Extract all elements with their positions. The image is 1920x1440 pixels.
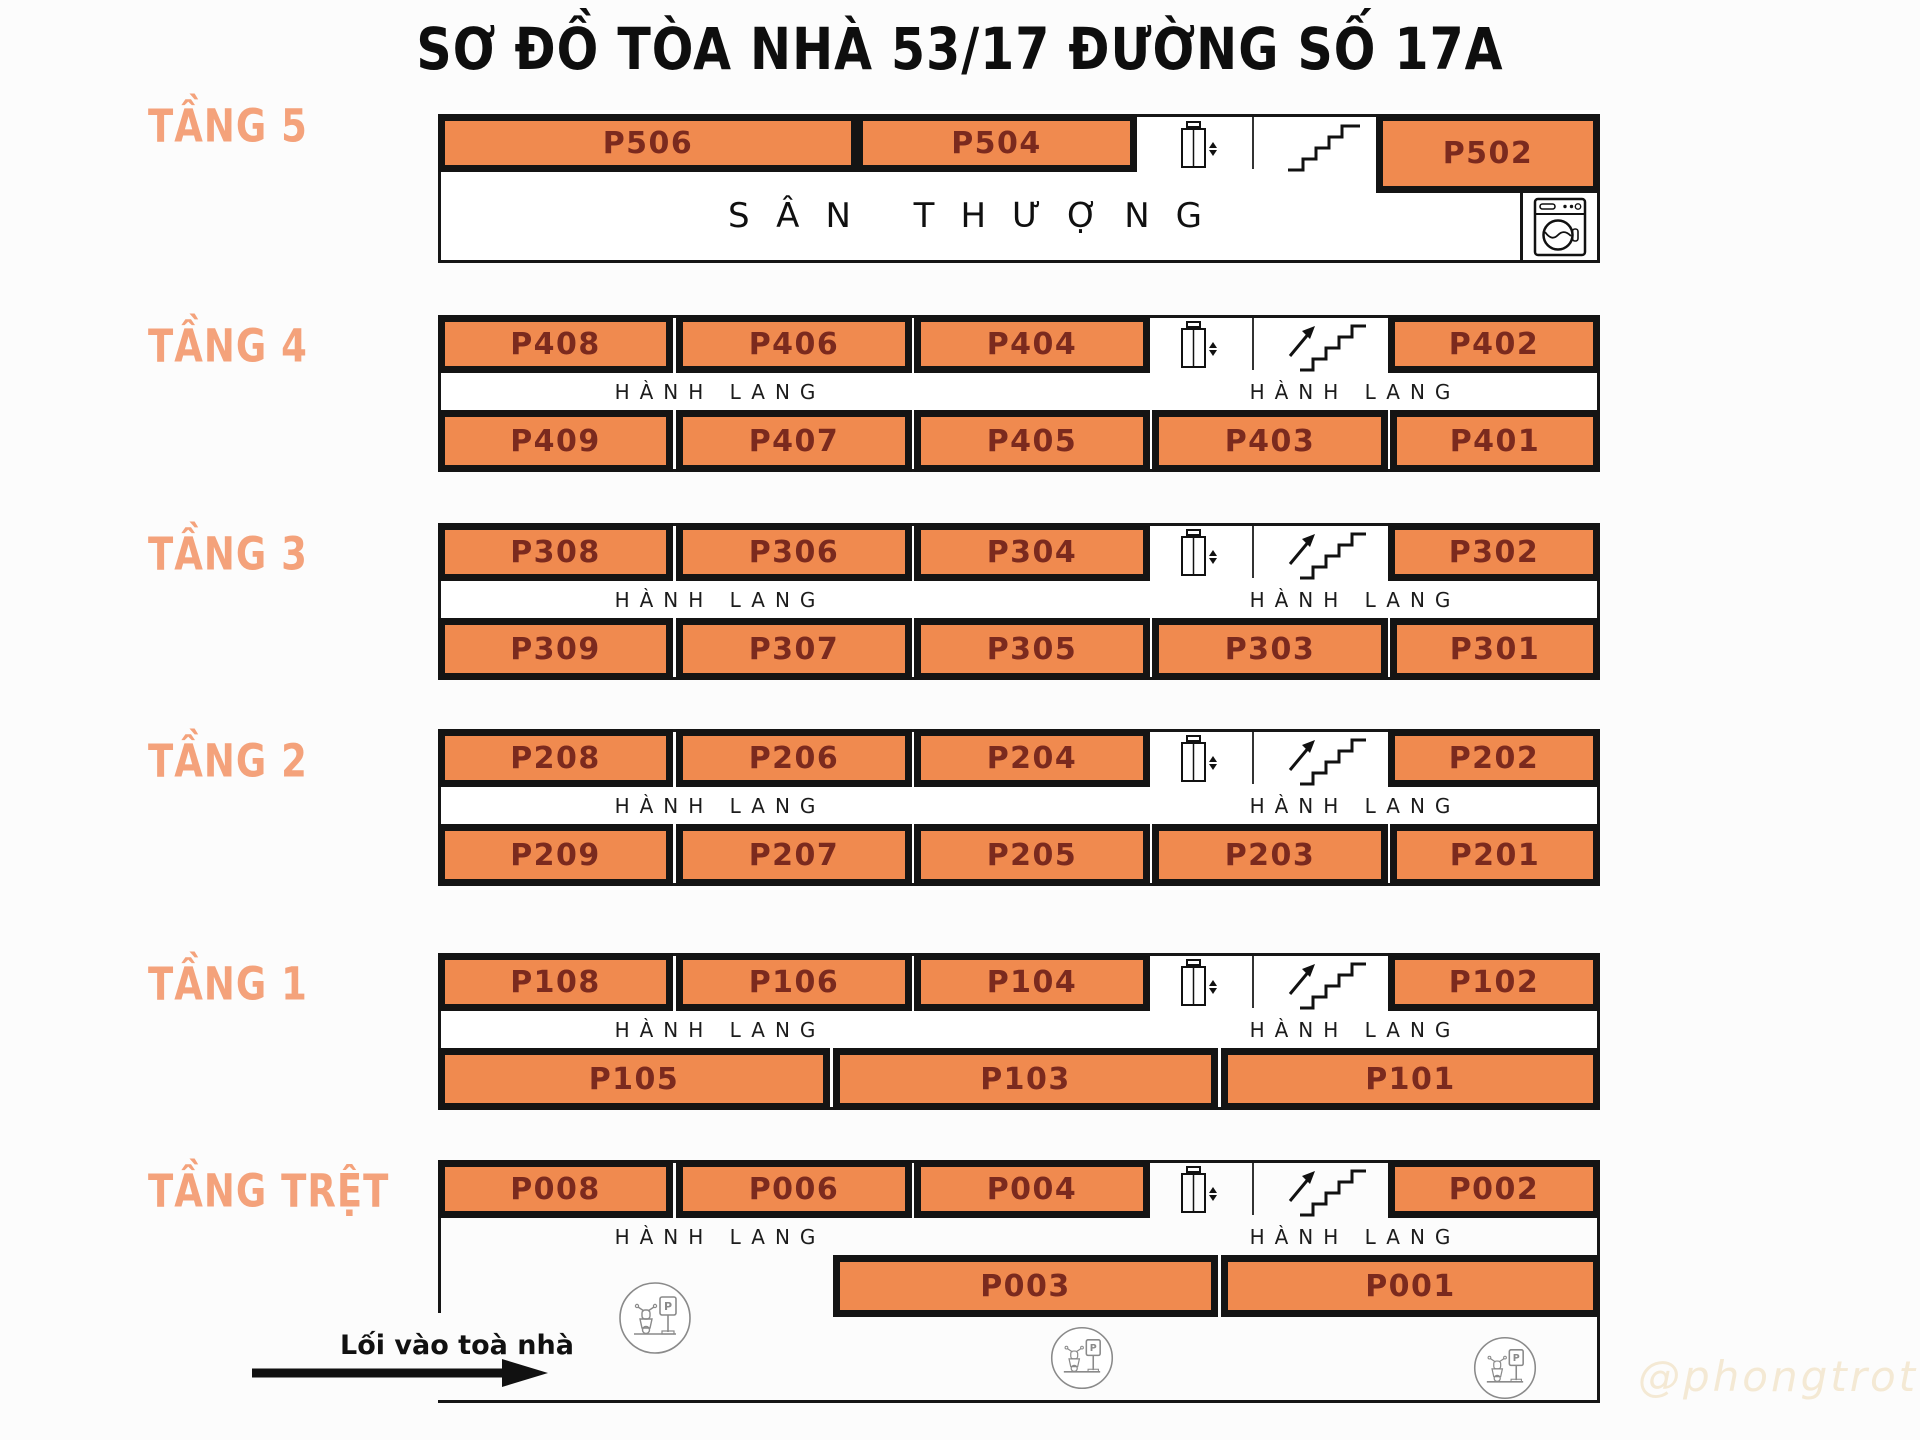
ground-floor-bottom-wall [438, 1400, 1600, 1403]
room-p202: P202 [1388, 729, 1600, 787]
room-p307: P307 [676, 618, 912, 680]
corridor-label: HÀNH LANG [1249, 1017, 1461, 1042]
motorbike-parking-icon: P [618, 1281, 692, 1355]
svg-text:P: P [664, 1300, 672, 1313]
corridor-label: HÀNH LANG [1249, 1224, 1461, 1249]
stairs-up-icon [1282, 956, 1368, 1012]
watermark: @phongtrotot. [1638, 1352, 1920, 1401]
room-p002: P002 [1388, 1160, 1600, 1218]
room-p106: P106 [676, 953, 912, 1011]
room-p407: P407 [676, 410, 912, 472]
room-p203: P203 [1152, 824, 1388, 886]
floor-label-tang-2: TẦNG 2 [148, 735, 308, 788]
room-p409: P409 [438, 410, 673, 472]
elevator-icon [1172, 321, 1222, 369]
room-p006: P006 [676, 1160, 912, 1218]
corridor-label: HÀNH LANG [614, 1017, 826, 1042]
utility-divider [1252, 732, 1254, 784]
room-p209: P209 [438, 824, 673, 886]
utility-divider [1252, 526, 1254, 578]
room-p008: P008 [438, 1160, 673, 1218]
room-p506: P506 [438, 114, 858, 172]
corridor-label: HÀNH LANG [614, 379, 826, 404]
stairs-icon [1282, 118, 1368, 174]
room-p504: P504 [856, 114, 1137, 172]
room-p408: P408 [438, 315, 673, 373]
room-p206: P206 [676, 729, 912, 787]
room-p305: P305 [914, 618, 1150, 680]
roof-terrace-label: SÂN THƯỢNG [727, 196, 1229, 236]
svg-text:P: P [1090, 1343, 1097, 1354]
utility-divider [1252, 1163, 1254, 1215]
svg-text:P: P [1513, 1353, 1520, 1364]
room-p401: P401 [1390, 410, 1600, 472]
laundry-area [1520, 190, 1600, 263]
stairs-up-icon [1282, 1163, 1368, 1219]
room-p204: P204 [914, 729, 1150, 787]
corridor-label: HÀNH LANG [614, 587, 826, 612]
diagram-title: SƠ ĐỒ TÒA NHÀ 53/17 ĐƯỜNG SỐ 17A [416, 16, 1504, 84]
floor-label-tang-5: TẦNG 5 [148, 100, 308, 153]
floor-label-tang-3: TẦNG 3 [148, 528, 308, 581]
room-p306: P306 [676, 523, 912, 581]
elevator-icon [1172, 959, 1222, 1007]
corridor-label: HÀNH LANG [1249, 793, 1461, 818]
elevator-icon [1172, 529, 1222, 577]
elevator-icon [1172, 735, 1222, 783]
corridor-label: HÀNH LANG [1249, 587, 1461, 612]
stairs-up-icon [1282, 732, 1368, 788]
room-p101: P101 [1221, 1048, 1600, 1110]
room-p001: P001 [1221, 1255, 1600, 1317]
room-p102: P102 [1388, 953, 1600, 1011]
room-p003: P003 [833, 1255, 1218, 1317]
room-p308: P308 [438, 523, 673, 581]
room-p004: P004 [914, 1160, 1150, 1218]
room-p309: P309 [438, 618, 673, 680]
room-p205: P205 [914, 824, 1150, 886]
motorbike-parking-icon: P [1473, 1336, 1537, 1400]
utility-divider [1252, 956, 1254, 1008]
room-p103: P103 [833, 1048, 1218, 1110]
utility-divider [1252, 318, 1254, 370]
corridor-label: HÀNH LANG [614, 1224, 826, 1249]
motorbike-parking-icon: P [1050, 1326, 1114, 1390]
floor-label-tang-4: TẦNG 4 [148, 320, 308, 373]
room-p105: P105 [438, 1048, 830, 1110]
room-p104: P104 [914, 953, 1150, 1011]
elevator-icon [1172, 1166, 1222, 1214]
elevator-icon [1172, 121, 1222, 169]
room-p108: P108 [438, 953, 673, 1011]
corridor-label: HÀNH LANG [1249, 379, 1461, 404]
room-p502: P502 [1376, 114, 1600, 193]
room-p403: P403 [1152, 410, 1388, 472]
room-p406: P406 [676, 315, 912, 373]
room-p201: P201 [1390, 824, 1600, 886]
floor-label-tang-1: TẦNG 1 [148, 958, 308, 1011]
room-p404: P404 [914, 315, 1150, 373]
ground-floor-left-wall [438, 1160, 441, 1313]
room-p303: P303 [1152, 618, 1388, 680]
stairs-up-icon [1282, 526, 1368, 582]
room-p207: P207 [676, 824, 912, 886]
floor-label-tang-tret: TẦNG TRỆT [148, 1165, 390, 1218]
washing-machine-icon [1533, 197, 1587, 257]
stairs-up-icon [1282, 318, 1368, 374]
utility-divider [1252, 117, 1254, 169]
room-p304: P304 [914, 523, 1150, 581]
room-p302: P302 [1388, 523, 1600, 581]
room-p405: P405 [914, 410, 1150, 472]
room-p402: P402 [1388, 315, 1600, 373]
room-p301: P301 [1390, 618, 1600, 680]
corridor-label: HÀNH LANG [614, 793, 826, 818]
room-p208: P208 [438, 729, 673, 787]
entrance-arrow-icon [250, 1358, 550, 1388]
entrance-label: Lối vào toà nhà [340, 1330, 574, 1361]
